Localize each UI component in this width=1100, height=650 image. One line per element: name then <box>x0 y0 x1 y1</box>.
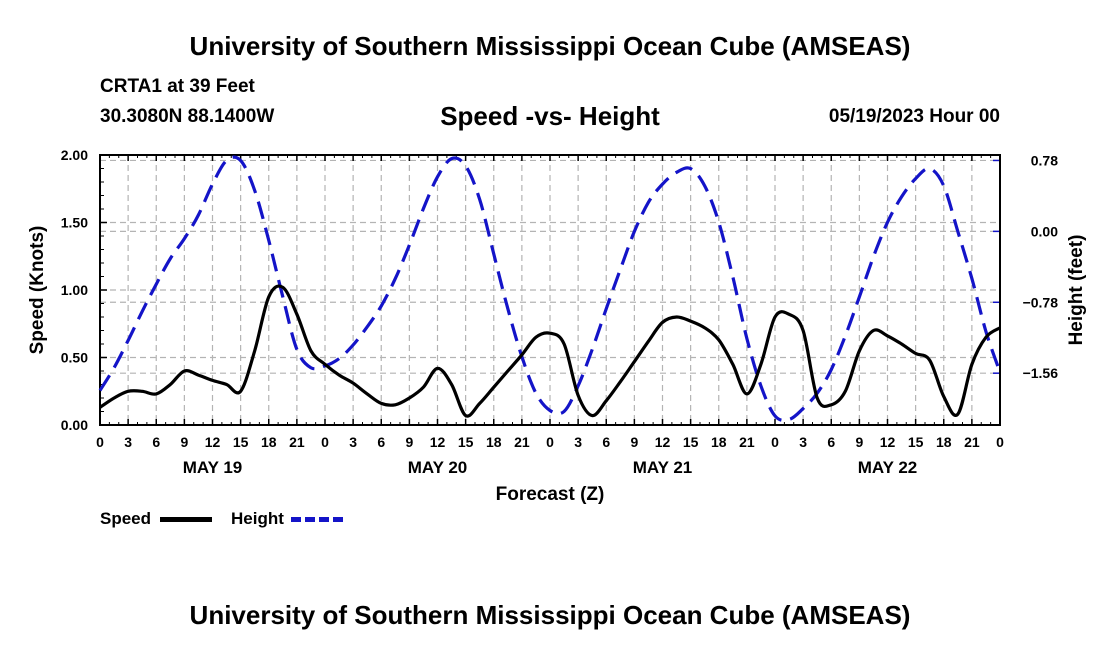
x-tick-label: 15 <box>233 434 249 450</box>
day-label: MAY 22 <box>858 458 918 477</box>
x-tick-label: 6 <box>602 434 610 450</box>
y-tick-label: 2.00 <box>61 147 88 163</box>
x-tick-label: 9 <box>630 434 638 450</box>
x-tick-label: 18 <box>486 434 502 450</box>
x-tick-label: 9 <box>180 434 188 450</box>
x-tick-label: 12 <box>205 434 221 450</box>
x-tick-label: 21 <box>964 434 980 450</box>
x-tick-label: 18 <box>261 434 277 450</box>
x-tick-label: 12 <box>880 434 896 450</box>
run-date: 05/19/2023 Hour 00 <box>828 106 1000 127</box>
speed-series-line <box>99 284 1001 418</box>
y2-tick-label: 0.78 <box>1031 152 1058 168</box>
y-tick-label: 1.00 <box>61 282 88 298</box>
footer-title: University of Southern Mississippi Ocean… <box>189 600 911 630</box>
x-tick-label: 21 <box>289 434 305 450</box>
y2-axis-title: Height (feet) <box>1066 235 1087 346</box>
grid-lines <box>100 155 1000 425</box>
x-tick-label: 21 <box>514 434 530 450</box>
station-name: CRTA1 at 39 Feet <box>100 76 255 97</box>
legend-speed-swatch <box>160 517 212 522</box>
y2-tick-label: 0.00 <box>1031 223 1058 239</box>
axis-labels: 0 3 6 9 12 15 18 21 0 3 6 9 12 15 18 21 0 3 6 9 12 15 18 21 0 3 6 9… <box>27 147 1087 505</box>
x-tick-label: 0 <box>96 434 104 450</box>
height-series-line <box>98 155 1002 423</box>
x-tick-label: 15 <box>458 434 474 450</box>
plot-frame <box>99 154 1001 426</box>
legend-height-swatch <box>291 517 343 522</box>
x-tick-label: 21 <box>739 434 755 450</box>
x-tick-label: 3 <box>799 434 807 450</box>
x-tick-label: 3 <box>349 434 357 450</box>
x-tick-label: 6 <box>377 434 385 450</box>
x-tick-label: 15 <box>908 434 924 450</box>
x-tick-label: 0 <box>996 434 1004 450</box>
x-tick-label: 6 <box>152 434 160 450</box>
day-label: MAY 19 <box>183 458 243 477</box>
x-tick-label: 9 <box>405 434 413 450</box>
chart-title: Speed -vs- Height <box>440 101 660 131</box>
x-tick-label: 12 <box>430 434 446 450</box>
legend-speed-label: Speed <box>100 509 152 528</box>
x-tick-label: 15 <box>683 434 699 450</box>
x-tick-label: 3 <box>124 434 132 450</box>
x-tick-label: 0 <box>321 434 329 450</box>
y-tick-label: 1.50 <box>61 215 88 231</box>
x-tick-label: 3 <box>574 434 582 450</box>
y2-tick-label: −0.78 <box>1023 294 1059 310</box>
x-tick-label: 6 <box>827 434 835 450</box>
x-axis-title: Forecast (Z) <box>496 484 605 505</box>
x-tick-label: 9 <box>855 434 863 450</box>
y-tick-label: 0.50 <box>61 350 88 366</box>
day-label: MAY 20 <box>408 458 468 477</box>
x-tick-label: 0 <box>546 434 554 450</box>
x-tick-label: 18 <box>711 434 727 450</box>
x-tick-label: 12 <box>655 434 671 450</box>
y-axis-title: Speed (Knots) <box>27 226 48 355</box>
station-coordinates: 30.3080N 88.1400W <box>100 106 275 127</box>
legend-height-label: Height <box>231 509 284 528</box>
x-tick-label: 18 <box>936 434 952 450</box>
x-tick-label: 0 <box>771 434 779 450</box>
y-tick-label: 0.00 <box>61 417 88 433</box>
y2-tick-label: −1.56 <box>1023 365 1059 381</box>
day-label: MAY 21 <box>633 458 693 477</box>
page-title: University of Southern Mississippi Ocean… <box>189 31 911 61</box>
